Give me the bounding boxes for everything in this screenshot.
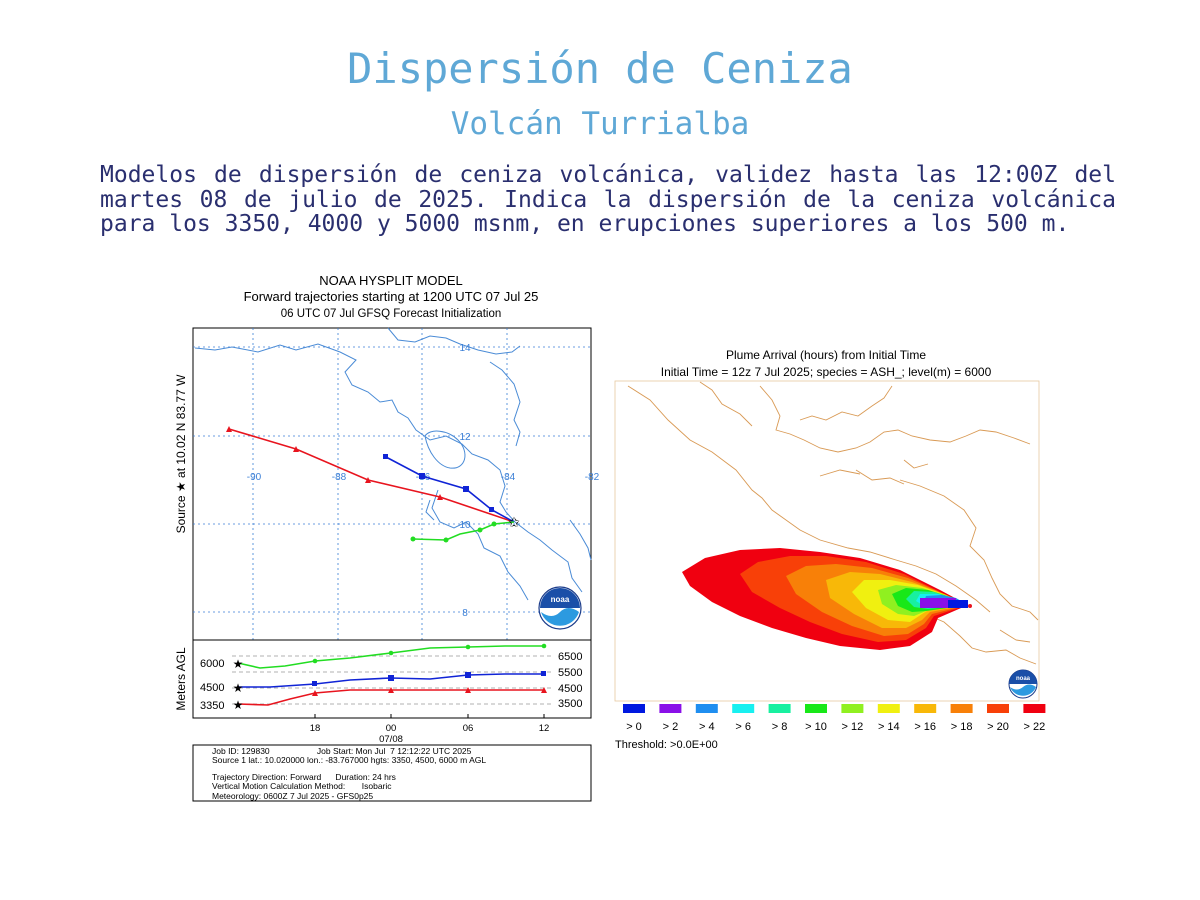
noaa-logo: noaa [538, 586, 582, 630]
legend-swatch-8 [914, 704, 937, 713]
plume-title: Plume Arrival (hours) from Initial Time [726, 348, 926, 362]
legend-swatch-11 [1023, 704, 1046, 713]
job-info-box [192, 744, 592, 802]
legend-label-4: > 8 [772, 721, 788, 733]
info-line-source: Source 1 lat.: 10.020000 lon.: -83.76700… [212, 755, 486, 765]
legend-swatch-5 [805, 704, 827, 713]
height-right-5500: 5500 [558, 667, 582, 679]
legend-label-5: > 10 [805, 721, 827, 733]
threshold-label: Threshold: >0.0E+00 [615, 739, 718, 751]
height-profile-markers: ★ ★ ★ [233, 643, 547, 712]
plume-arrival-figure: Plume Arrival (hours) from Initial Time … [614, 348, 1046, 751]
legend-swatch-2 [695, 704, 718, 713]
time-label-00: 00 [386, 723, 397, 734]
info-line-vertical: Vertical Motion Calculation Method: Isob… [212, 781, 392, 791]
legend-swatch-9 [950, 704, 973, 713]
legend-swatch-0 [623, 704, 645, 713]
map-coastlines [194, 327, 592, 601]
hysplit-init: 06 UTC 07 Jul GFSQ Forecast Initializati… [281, 308, 502, 320]
trajectory-3350m-markers [226, 426, 443, 500]
legend-label-2: > 4 [699, 721, 715, 733]
hysplit-trajectory-figure: NOAA HYSPLIT MODEL Forward trajectories … [174, 273, 600, 802]
legend-swatch-3 [732, 704, 755, 713]
lon-label-82: -82 [585, 472, 600, 483]
time-label-06: 06 [463, 723, 474, 734]
legend-label-7: > 14 [878, 721, 900, 733]
lat-label-14: 14 [459, 343, 471, 354]
legend-swatch-10 [987, 704, 1009, 713]
page-subtitle: Volcán Turrialba [450, 106, 750, 142]
plume-map-frame [614, 380, 1040, 702]
legend-label-8: > 16 [914, 721, 936, 733]
trajectory-6000m-markers [410, 521, 497, 543]
plume-map-borders [627, 381, 1039, 665]
description-paragraph: Modelos de dispersión de ceniza volcánic… [100, 162, 1116, 237]
date-label: 07/08 [379, 734, 403, 745]
info-line-job: Job ID: 129830 Job Start: Mon Jul 7 12:1… [212, 746, 472, 756]
plume-subtitle: Initial Time = 12z 7 Jul 2025; species =… [661, 365, 992, 379]
lat-label-10: 10 [459, 520, 471, 531]
height-left-4500: 4500 [200, 682, 224, 694]
height-right-3500: 3500 [558, 698, 582, 710]
lon-label-90: -90 [247, 472, 262, 483]
height-right-4500: 4500 [558, 683, 582, 695]
lon-label-84: -84 [501, 472, 516, 483]
time-axis-ticks [314, 714, 545, 718]
hysplit-title: NOAA HYSPLIT MODEL [319, 273, 463, 288]
lat-label-12: 12 [459, 432, 471, 443]
legend-swatch-4 [768, 704, 791, 713]
legend-label-10: > 20 [987, 721, 1009, 733]
lat-label-8: 8 [462, 608, 468, 619]
ash-plume [682, 548, 972, 650]
height-axis-label: Meters AGL [174, 647, 188, 711]
volcano-source-marker [968, 604, 972, 608]
legend-label-6: > 12 [842, 721, 864, 733]
height-left-6000: 6000 [200, 658, 224, 670]
height-profile-3350m [237, 689, 544, 706]
info-line-direction: Trajectory Direction: Forward Duration: … [212, 772, 396, 782]
height-profile-6000m [237, 645, 544, 669]
legend-label-11: > 22 [1024, 721, 1046, 733]
height-right-6500: 6500 [558, 651, 582, 663]
svg-text:★: ★ [233, 657, 244, 671]
svg-text:★: ★ [233, 681, 244, 695]
info-line-meteorology: Meteorology: 0600Z 7 Jul 2025 - GFS0p25 [212, 791, 373, 801]
legend-swatch-7 [877, 704, 900, 713]
lon-label-88: -88 [332, 472, 347, 483]
plume-legend: > 0 > 2 > 4 > 6 > 8 > 10 > 12 > 14 > 16 > 18 > 20 >… [623, 704, 1046, 733]
legend-label-9: > 18 [951, 721, 973, 733]
plume-noaa-logo: noaa [1008, 669, 1038, 699]
trajectory-4500m-markers [383, 454, 494, 512]
map-gridlines [193, 328, 591, 640]
legend-label-0: > 0 [626, 721, 642, 733]
source-star-icon: ✩ [508, 514, 520, 530]
page-title: Dispersión de Ceniza [347, 44, 853, 93]
plume-band-gt2 [920, 598, 956, 608]
legend-label-1: > 2 [663, 721, 679, 733]
trajectory-6000m [412, 521, 515, 541]
legend-swatch-6 [841, 704, 864, 713]
svg-text:★: ★ [233, 698, 244, 712]
plume-noaa-logo-text: noaa [1016, 676, 1031, 682]
legend-swatch-1 [659, 704, 682, 713]
time-label-12: 12 [539, 723, 550, 734]
plume-band-gt0 [948, 600, 968, 608]
legend-label-3: > 6 [735, 721, 751, 733]
time-label-18: 18 [310, 723, 321, 734]
height-left-3350: 3350 [200, 700, 224, 712]
trajectory-map-frame [192, 327, 592, 641]
height-panel-gridlines [232, 655, 552, 705]
hysplit-subtitle: Forward trajectories starting at 1200 UT… [244, 289, 539, 304]
noaa-logo-text: noaa [551, 595, 570, 604]
source-location-label: Source ★ at 10.02 N 83.77 W [174, 374, 188, 534]
